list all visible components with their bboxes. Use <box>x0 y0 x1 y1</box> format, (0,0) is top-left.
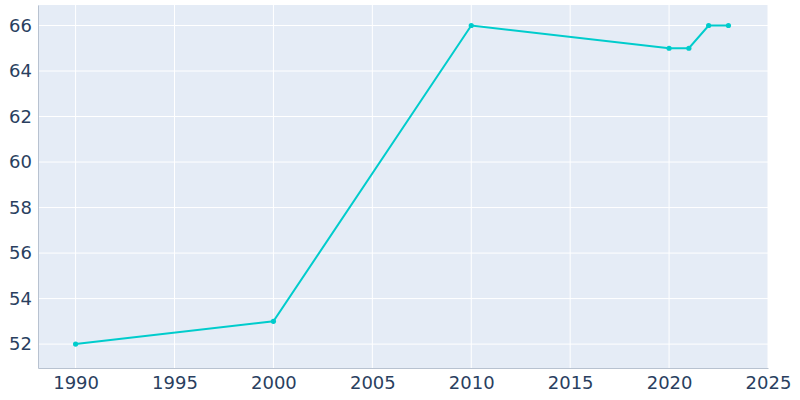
x-axis: 1990 1995 2000 2005 2010 2015 2020 2025 <box>39 368 792 393</box>
x-grid-line <box>669 5 670 368</box>
y-tick-label: 64 <box>9 60 32 81</box>
y-tick: 54 <box>9 288 38 309</box>
y-tick: 60 <box>9 151 38 172</box>
plot: 1990 1995 2000 2005 2010 2015 2020 2025 52 54 56 58… <box>9 5 791 393</box>
x-axis-line <box>39 368 769 369</box>
y-grid-line <box>38 162 768 163</box>
point <box>706 23 711 28</box>
y-tick: 58 <box>9 197 38 218</box>
x-tick: 2010 <box>449 368 495 393</box>
x-tick: 2000 <box>251 368 297 393</box>
point <box>271 319 276 324</box>
y-axis-line <box>38 6 39 369</box>
x-grid-line <box>570 5 571 368</box>
y-grid-line <box>38 253 768 254</box>
x-grid-line <box>768 5 769 368</box>
x-tick-label: 2020 <box>647 372 693 393</box>
point <box>469 23 474 28</box>
point <box>726 23 731 28</box>
y-tick-label: 52 <box>9 333 32 354</box>
x-tick-label: 2000 <box>251 372 297 393</box>
y-tick: 56 <box>9 242 38 263</box>
point <box>666 46 671 51</box>
x-tick-label: 2015 <box>548 372 594 393</box>
y-tick-label: 56 <box>9 242 32 263</box>
x-tick: 2015 <box>548 368 594 393</box>
y-grid-line <box>38 25 768 26</box>
y-axis: 52 54 56 58 60 62 64 66 <box>9 6 38 369</box>
y-tick-label: 54 <box>9 288 32 309</box>
x-grid-line <box>273 5 274 368</box>
x-grid-line <box>471 5 472 368</box>
y-tick-label: 66 <box>9 15 32 36</box>
x-tick-label: 1990 <box>53 372 99 393</box>
x-tick: 2025 <box>746 368 792 393</box>
y-tick: 52 <box>9 333 38 354</box>
x-tick-label: 1995 <box>152 372 198 393</box>
y-tick: 64 <box>9 60 38 81</box>
y-tick-label: 58 <box>9 197 32 218</box>
y-tick: 66 <box>9 15 38 36</box>
y-grid-line <box>38 298 768 299</box>
plot-background <box>38 5 768 368</box>
y-tick: 62 <box>9 106 38 127</box>
series <box>73 23 731 347</box>
x-tick-label: 2025 <box>746 372 792 393</box>
y-tick-label: 60 <box>9 151 32 172</box>
x-grid-line <box>75 5 76 368</box>
chart: 1990 1995 2000 2005 2010 2015 2020 2025 52 54 56 58… <box>0 0 800 400</box>
x-tick-label: 2005 <box>350 372 396 393</box>
x-grid-line <box>372 5 373 368</box>
y-grid-line <box>38 116 768 117</box>
grid <box>38 5 768 368</box>
y-grid-line <box>38 344 768 345</box>
x-tick: 1990 <box>53 368 99 393</box>
x-grid-line <box>174 5 175 368</box>
y-grid-line <box>38 207 768 208</box>
x-tick: 2005 <box>350 368 396 393</box>
y-tick-label: 62 <box>9 106 32 127</box>
point <box>686 46 691 51</box>
x-tick-label: 2010 <box>449 372 495 393</box>
x-tick: 2020 <box>647 368 693 393</box>
x-tick: 1995 <box>152 368 198 393</box>
line <box>76 25 729 344</box>
point <box>73 342 78 347</box>
y-grid-line <box>38 71 768 72</box>
